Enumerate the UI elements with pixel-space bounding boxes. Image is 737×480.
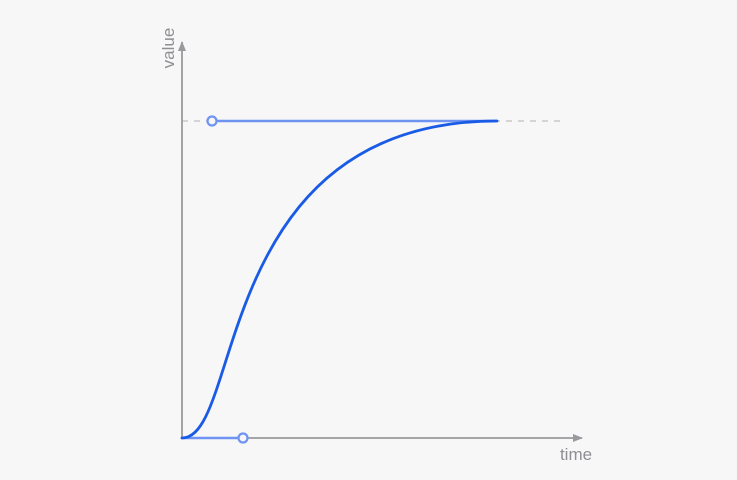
easing-curve (180, 119, 499, 440)
start-control-point[interactable] (237, 432, 249, 444)
end-control-point[interactable] (206, 115, 218, 127)
y-axis-label: value (159, 28, 178, 69)
x-axis-label: time (560, 445, 592, 464)
